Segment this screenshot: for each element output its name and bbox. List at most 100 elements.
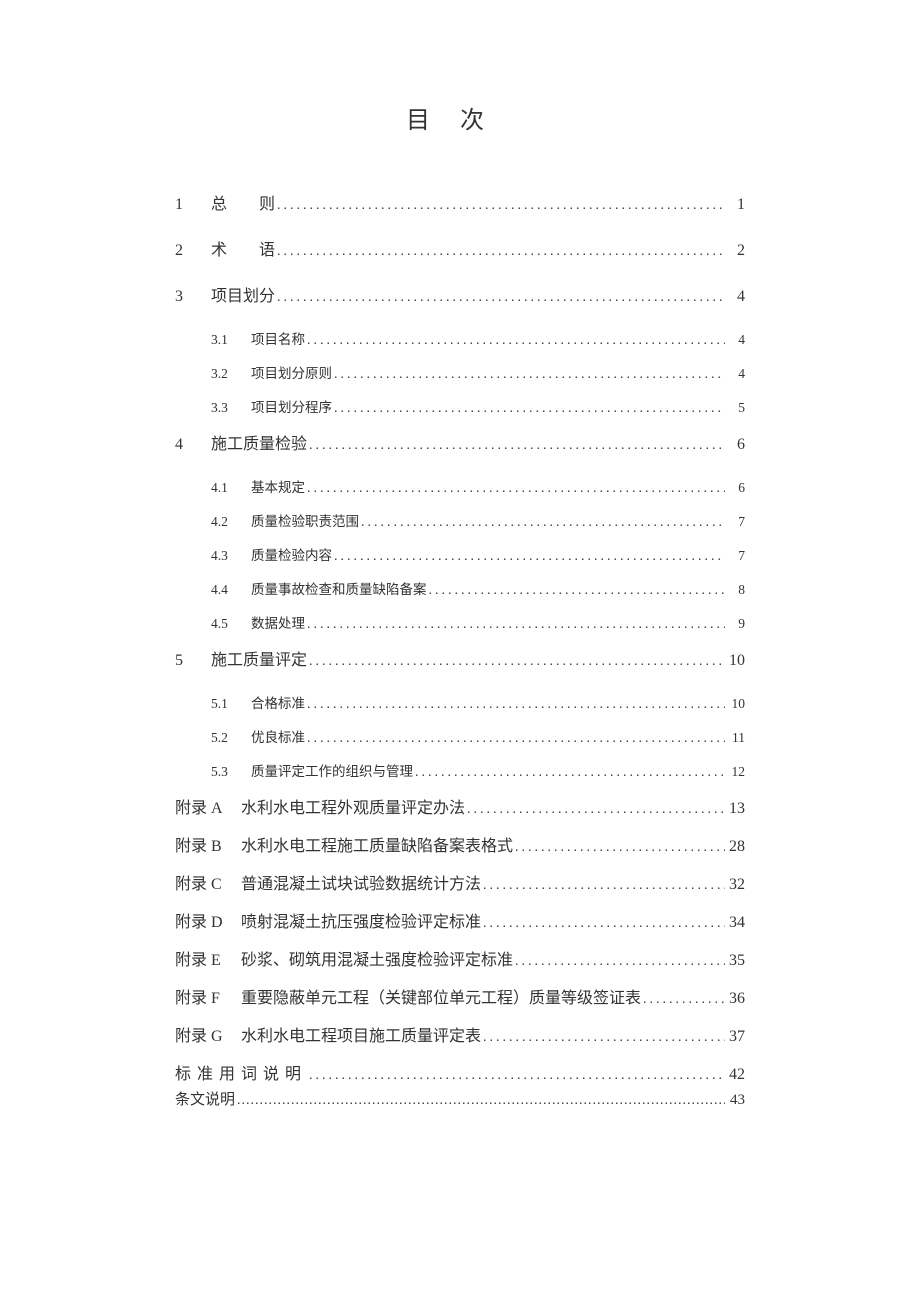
toc-entry-page: 10 (725, 652, 745, 670)
toc-entry: 附录 D 喷射混凝土抗压强度检验评定标准.....................… (175, 908, 745, 932)
toc-entry-page: 42 (725, 1066, 745, 1084)
toc-entry: 条文说明....................................… (175, 1088, 745, 1109)
toc-entry-number: 附录 E (175, 946, 231, 970)
toc-entry-number: 3.1 (211, 332, 241, 348)
toc-entry-title: 水利水电工程施工质量缺陷备案表格式 (241, 832, 513, 856)
toc-dots: ........................................… (481, 916, 725, 932)
toc-entry-title: 条文说明 (175, 1088, 235, 1109)
toc-entry-number: 5 (175, 652, 199, 670)
toc-dots: ........................................… (332, 401, 725, 417)
toc-entry-title: 施工质量检验 (211, 430, 307, 454)
toc-entry-number: 附录 C (175, 870, 231, 894)
toc-entry: 3项目划分...................................… (175, 282, 745, 306)
toc-entry-title: 项目名称 (251, 328, 305, 348)
toc-entry-title: 质量评定工作的组织与管理 (251, 760, 413, 780)
toc-entry: 5.3 质量评定工作的组织与管理.........................… (175, 760, 745, 781)
toc-entry-page: 7 (725, 514, 745, 530)
toc-dots: ........................................… (359, 515, 725, 531)
toc-dots: ........................................… (305, 617, 725, 633)
toc-entry-number: 5.1 (211, 696, 241, 712)
toc-entry-number: 3.3 (211, 400, 241, 416)
toc-entry: 3.3 项目划分程序...............................… (175, 396, 745, 417)
toc-dots: ........................................… (307, 1068, 725, 1084)
toc-entry-page: 13 (725, 800, 745, 818)
toc-entry: 1 总 则....................................… (175, 190, 745, 214)
toc-dots: ........................................… (305, 731, 725, 747)
toc-dots: ........................................… (465, 802, 725, 818)
toc-entry-title: 质量检验职责范围 (251, 510, 359, 530)
toc-entry-page: 37 (725, 1028, 745, 1046)
toc-entry-number: 3 (175, 288, 199, 306)
toc-entry-title: 质量事故检查和质量缺陷备案 (251, 578, 427, 598)
toc-entry-title: 优良标准 (251, 726, 305, 746)
toc-entry: 附录 B水利水电工程施工质量缺陷备案表格式...................… (175, 832, 745, 856)
toc-entry: 4.3 质量检验内容...............................… (175, 544, 745, 565)
toc-list: 1 总 则....................................… (175, 190, 745, 1109)
toc-entry-number: 附录 F (175, 984, 231, 1008)
toc-entry-number: 4 (175, 436, 199, 454)
toc-entry-title: 总 则 (211, 190, 275, 214)
toc-entry-page: 2 (725, 242, 745, 260)
toc-dots: ........................................… (513, 954, 725, 970)
toc-entry: 5.2优良标准.................................… (175, 726, 745, 747)
toc-entry: 4.1基本规定.................................… (175, 476, 745, 497)
toc-entry-page: 1 (725, 196, 745, 214)
toc-entry-page: 34 (725, 914, 745, 932)
toc-entry: 2 术 语....................................… (175, 236, 745, 260)
toc-entry-page: 32 (725, 876, 745, 894)
toc-dots: ........................................… (275, 198, 725, 214)
toc-entry-title: 砂浆、砌筑用混凝土强度检验评定标准 (241, 946, 513, 970)
toc-entry-number: 附录 D (175, 908, 231, 932)
toc-entry: 4 施工质量检验.................................… (175, 430, 745, 454)
toc-entry-page: 9 (725, 616, 745, 632)
toc-entry-page: 10 (725, 696, 745, 712)
toc-entry-title: 项目划分 (211, 282, 275, 306)
toc-entry-page: 4 (725, 288, 745, 306)
toc-title: 目次 (175, 100, 745, 135)
toc-entry-title: 喷射混凝土抗压强度检验评定标准 (241, 908, 481, 932)
toc-entry-page: 36 (725, 990, 745, 1008)
toc-entry: 4.2质量检验职责范围.............................… (175, 510, 745, 531)
toc-dots: ........................................… (427, 583, 726, 599)
toc-entry-title: 施工质量评定 (211, 646, 307, 670)
toc-entry-title: 项目划分原则 (251, 362, 332, 382)
toc-dots: ........................................… (275, 244, 725, 260)
toc-entry-page: 11 (725, 730, 745, 746)
toc-entry: 附录 G水利水电工程项目施工质量评定表.....................… (175, 1022, 745, 1046)
toc-dots: ........................................… (305, 333, 725, 349)
toc-entry: 5.1 合格标准.................................… (175, 692, 745, 713)
toc-dots: ........................................… (513, 840, 725, 856)
toc-entry: 4.5数据处理.................................… (175, 612, 745, 633)
toc-dots: ........................................… (481, 1030, 725, 1046)
toc-entry-title: 重要隐蔽单元工程（关键部位单元工程）质量等级签证表 (241, 984, 641, 1008)
toc-entry-number: 4.3 (211, 548, 241, 564)
toc-entry-number: 1 (175, 196, 199, 214)
toc-entry: 4.4质量事故检查和质量缺陷备案........................… (175, 578, 745, 599)
toc-dots: ........................................… (641, 992, 725, 1008)
toc-dots: ........................................… (481, 878, 725, 894)
toc-entry-title: 项目划分程序 (251, 396, 332, 416)
toc-dots: ........................................… (307, 654, 725, 670)
toc-dots: ........................................… (332, 367, 725, 383)
toc-entry-title: 基本规定 (251, 476, 305, 496)
toc-dots: ........................................… (307, 438, 725, 454)
toc-entry-page: 35 (725, 952, 745, 970)
toc-entry-number: 4.1 (211, 480, 241, 496)
toc-entry: 附录 C普通混凝土试块试验数据统计方法.....................… (175, 870, 745, 894)
toc-entry-page: 7 (725, 548, 745, 564)
toc-entry-title: 标准用词说明 (175, 1060, 307, 1084)
toc-dots: ........................................… (332, 549, 725, 565)
toc-entry: 5 施工质量评定.................................… (175, 646, 745, 670)
toc-entry-page: 4 (725, 332, 745, 348)
toc-entry-number: 2 (175, 242, 199, 260)
toc-entry-title: 合格标准 (251, 692, 305, 712)
toc-entry-number: 3.2 (211, 366, 241, 382)
toc-dots: ........................................… (413, 765, 725, 781)
toc-entry-title: 质量检验内容 (251, 544, 332, 564)
toc-dots: ........................................… (305, 697, 725, 713)
toc-entry-page: 43 (725, 1092, 745, 1109)
toc-entry-number: 5.3 (211, 764, 241, 780)
toc-entry-number: 4.5 (211, 616, 241, 632)
toc-entry-title: 术 语 (211, 236, 275, 260)
toc-entry-page: 8 (725, 582, 745, 598)
